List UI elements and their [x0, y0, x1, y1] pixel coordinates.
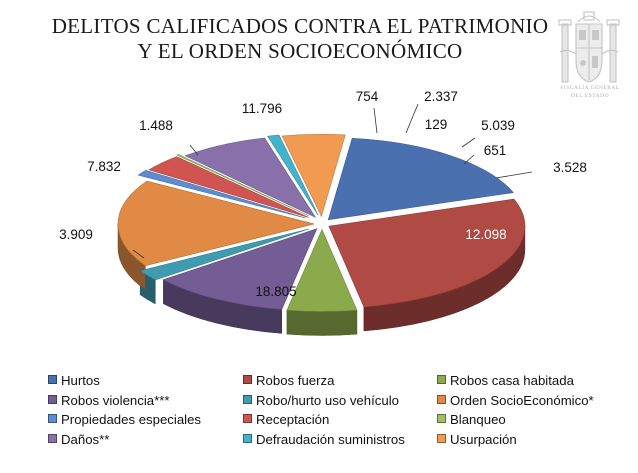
- legend-swatch-11: [437, 433, 446, 443]
- data-label-7: 2.337: [424, 89, 458, 104]
- pie-slice-7: [148, 156, 309, 218]
- legend-item-1: Robos fuerza: [243, 372, 334, 390]
- data-label-10: 651: [484, 143, 507, 158]
- legend-label-1: Robos fuerza: [256, 373, 335, 388]
- legend-label-3: Robos violencia***: [61, 392, 170, 408]
- pie-slice-6: [137, 170, 306, 219]
- legend-label-8: Blanqueo: [450, 412, 506, 427]
- legend-label-9: Daños**: [61, 431, 110, 447]
- pie-side-walls: [117, 223, 526, 336]
- data-label-6: 754: [356, 89, 379, 104]
- legend-swatch-0: [48, 375, 57, 384]
- legend-item-6: Propiedades especiales: [48, 411, 201, 429]
- pie-slice-10: [267, 134, 319, 216]
- legend-item-2: Robos casa habitada: [437, 372, 574, 390]
- data-label-3: 7.832: [87, 159, 121, 174]
- legend-item-10: Defraudación suministros: [243, 431, 405, 449]
- pie-slice-5: [117, 180, 315, 267]
- emblem-caption-line-1: FISCALÍA GENERAL: [560, 85, 620, 91]
- legend-item-5: Orden SocioEconómico*: [437, 392, 594, 410]
- leader-line-7: [405, 103, 419, 134]
- pie-slice-3: [162, 228, 318, 310]
- legend-label-11: Usurpación: [450, 431, 517, 447]
- leader-line-10: [463, 154, 475, 165]
- data-label-9: 5.039: [481, 118, 515, 133]
- legend-swatch-9: [48, 433, 57, 443]
- legend-label-5: Orden SocioEconómico*: [450, 392, 594, 408]
- pie-slice-8: [176, 154, 309, 217]
- legend-label-6: Propiedades especiales: [61, 412, 202, 427]
- legend-item-3: Robos violencia***: [48, 392, 170, 410]
- leader-line-9: [461, 137, 476, 148]
- data-label-5: 11.796: [242, 101, 282, 116]
- legend-item-8: Blanqueo: [437, 411, 506, 429]
- legend-swatch-8: [437, 414, 446, 423]
- pie-slices: [117, 134, 526, 312]
- chart-title-line-2: Y EL ORDEN SOCIOECONÓMICO: [137, 39, 463, 63]
- pie-slice-9: [184, 137, 317, 218]
- pie-slice-wall-2: [286, 309, 358, 336]
- data-label-11: 3.528: [553, 160, 587, 175]
- legend-swatch-3: [48, 394, 57, 404]
- pie-slice-1: [328, 198, 526, 308]
- data-label-2: 3.909: [59, 227, 93, 242]
- legend-label-7: Receptación: [256, 412, 330, 427]
- pie-slice-0: [327, 138, 514, 221]
- legend-label-0: Hurtos: [61, 373, 100, 388]
- legend-swatch-4: [243, 394, 252, 404]
- legend-item-11: Usurpación: [437, 431, 517, 449]
- legend-swatch-1: [243, 375, 252, 384]
- leader-line-2: [132, 249, 145, 259]
- legend-swatch-2: [437, 375, 446, 384]
- data-label-4: 1.488: [139, 118, 173, 133]
- coat-of-arms-emblem: [558, 11, 620, 83]
- legend-swatch-6: [48, 414, 57, 423]
- emblem-caption-line-2: DEL ESTADO: [570, 93, 610, 99]
- leader-line-6: [373, 107, 378, 134]
- chart-title: DELITOS CALIFICADOS CONTRA EL PATRIMONIO…: [30, 14, 570, 64]
- leader-line-11: [495, 171, 533, 179]
- data-label-8: 129: [425, 117, 448, 132]
- legend-label-4: Robo/hurto uso vehículo: [256, 392, 399, 408]
- legend-swatch-7: [243, 414, 252, 423]
- legend-item-0: Hurtos: [48, 372, 100, 390]
- data-label-0: 12.098: [465, 227, 506, 242]
- leader-line-4: [189, 144, 199, 156]
- data-label-1: 18.805: [255, 284, 296, 299]
- legend-item-7: Receptación: [243, 411, 329, 429]
- chart-title-line-1: DELITOS CALIFICADOS CONTRA EL PATRIMONIO: [51, 14, 549, 38]
- pie-slice-4: [139, 228, 309, 281]
- pie-slice-2: [286, 228, 358, 312]
- pie-slice-11: [281, 134, 346, 218]
- legend-swatch-10: [243, 433, 252, 443]
- legend-item-4: Robo/hurto uso vehículo: [243, 392, 399, 410]
- legend-label-2: Robos casa habitada: [450, 373, 574, 388]
- legend-label-10: Defraudación suministros: [256, 431, 405, 447]
- legend-item-9: Daños**: [48, 431, 109, 449]
- legend-swatch-5: [437, 394, 446, 404]
- emblem-caption: FISCALÍA GENERAL DEL ESTADO: [548, 84, 632, 100]
